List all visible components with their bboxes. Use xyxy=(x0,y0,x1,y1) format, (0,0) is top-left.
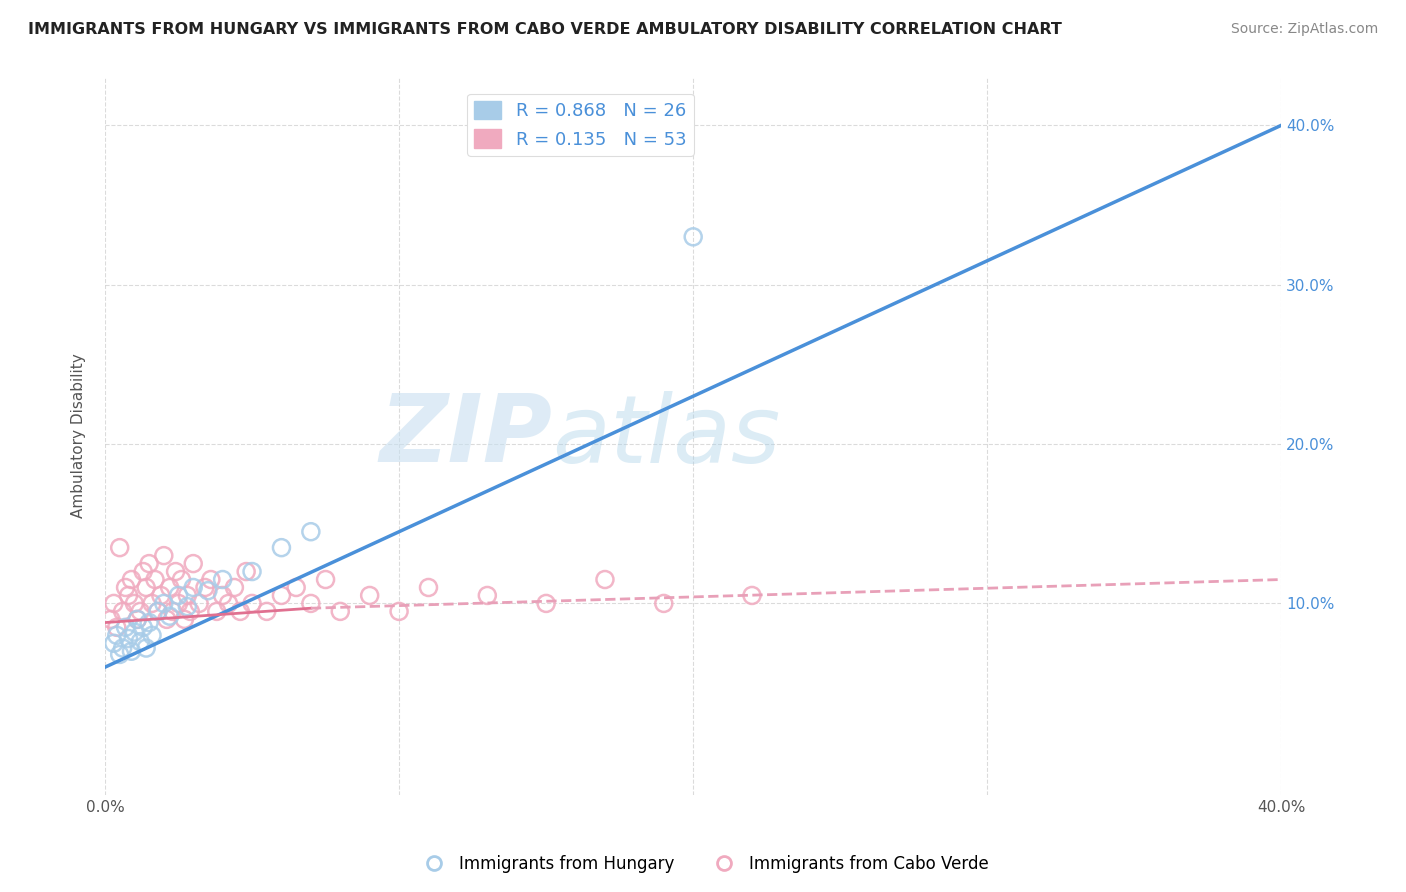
Point xyxy=(117,589,139,603)
Point xyxy=(167,596,190,610)
Point xyxy=(138,615,160,630)
Point xyxy=(173,612,195,626)
Point xyxy=(117,632,139,646)
Point xyxy=(388,604,411,618)
Point xyxy=(127,612,149,626)
Point xyxy=(127,612,149,626)
Point xyxy=(153,549,176,563)
Point xyxy=(315,573,337,587)
Point xyxy=(741,589,763,603)
Point xyxy=(146,604,169,618)
Point xyxy=(197,583,219,598)
Point xyxy=(299,524,322,539)
Point xyxy=(103,636,125,650)
Point xyxy=(141,628,163,642)
Point xyxy=(124,625,146,640)
Point xyxy=(132,565,155,579)
Point xyxy=(285,581,308,595)
Point xyxy=(682,230,704,244)
Point xyxy=(179,604,201,618)
Point xyxy=(418,581,440,595)
Point xyxy=(240,565,263,579)
Point xyxy=(200,573,222,587)
Point xyxy=(105,620,128,634)
Point xyxy=(135,641,157,656)
Point xyxy=(224,581,246,595)
Point xyxy=(114,581,136,595)
Point xyxy=(270,541,292,555)
Text: atlas: atlas xyxy=(553,391,780,482)
Point xyxy=(129,634,152,648)
Point xyxy=(159,609,181,624)
Point xyxy=(240,596,263,610)
Point xyxy=(114,620,136,634)
Point xyxy=(593,573,616,587)
Point xyxy=(477,589,499,603)
Point xyxy=(153,596,176,610)
Point xyxy=(256,604,278,618)
Point xyxy=(146,604,169,618)
Point xyxy=(218,596,240,610)
Point xyxy=(181,557,204,571)
Point xyxy=(143,573,166,587)
Point xyxy=(205,604,228,618)
Point xyxy=(156,612,179,626)
Point xyxy=(132,620,155,634)
Point xyxy=(188,596,211,610)
Legend: R = 0.868   N = 26, R = 0.135   N = 53: R = 0.868 N = 26, R = 0.135 N = 53 xyxy=(467,94,693,156)
Point xyxy=(138,557,160,571)
Point xyxy=(108,541,131,555)
Text: ZIP: ZIP xyxy=(380,390,553,482)
Point xyxy=(181,581,204,595)
Point xyxy=(211,573,233,587)
Point xyxy=(159,581,181,595)
Point xyxy=(652,596,675,610)
Point xyxy=(167,589,190,603)
Point xyxy=(270,589,292,603)
Point xyxy=(141,596,163,610)
Point xyxy=(299,596,322,610)
Point xyxy=(194,581,217,595)
Point xyxy=(108,648,131,662)
Point xyxy=(329,604,352,618)
Point xyxy=(103,596,125,610)
Point xyxy=(149,589,172,603)
Legend: Immigrants from Hungary, Immigrants from Cabo Verde: Immigrants from Hungary, Immigrants from… xyxy=(411,848,995,880)
Point xyxy=(120,644,142,658)
Point xyxy=(124,596,146,610)
Point xyxy=(176,599,198,614)
Point xyxy=(165,565,187,579)
Point xyxy=(162,604,184,618)
Point xyxy=(170,573,193,587)
Point xyxy=(229,604,252,618)
Point xyxy=(359,589,381,603)
Point xyxy=(211,589,233,603)
Point xyxy=(235,565,257,579)
Point xyxy=(111,604,134,618)
Text: Source: ZipAtlas.com: Source: ZipAtlas.com xyxy=(1230,22,1378,37)
Point xyxy=(120,573,142,587)
Point xyxy=(129,604,152,618)
Y-axis label: Ambulatory Disability: Ambulatory Disability xyxy=(72,354,86,518)
Point xyxy=(176,589,198,603)
Point xyxy=(111,641,134,656)
Point xyxy=(534,596,557,610)
Point xyxy=(135,581,157,595)
Point xyxy=(100,612,122,626)
Text: IMMIGRANTS FROM HUNGARY VS IMMIGRANTS FROM CABO VERDE AMBULATORY DISABILITY CORR: IMMIGRANTS FROM HUNGARY VS IMMIGRANTS FR… xyxy=(28,22,1062,37)
Point xyxy=(105,628,128,642)
